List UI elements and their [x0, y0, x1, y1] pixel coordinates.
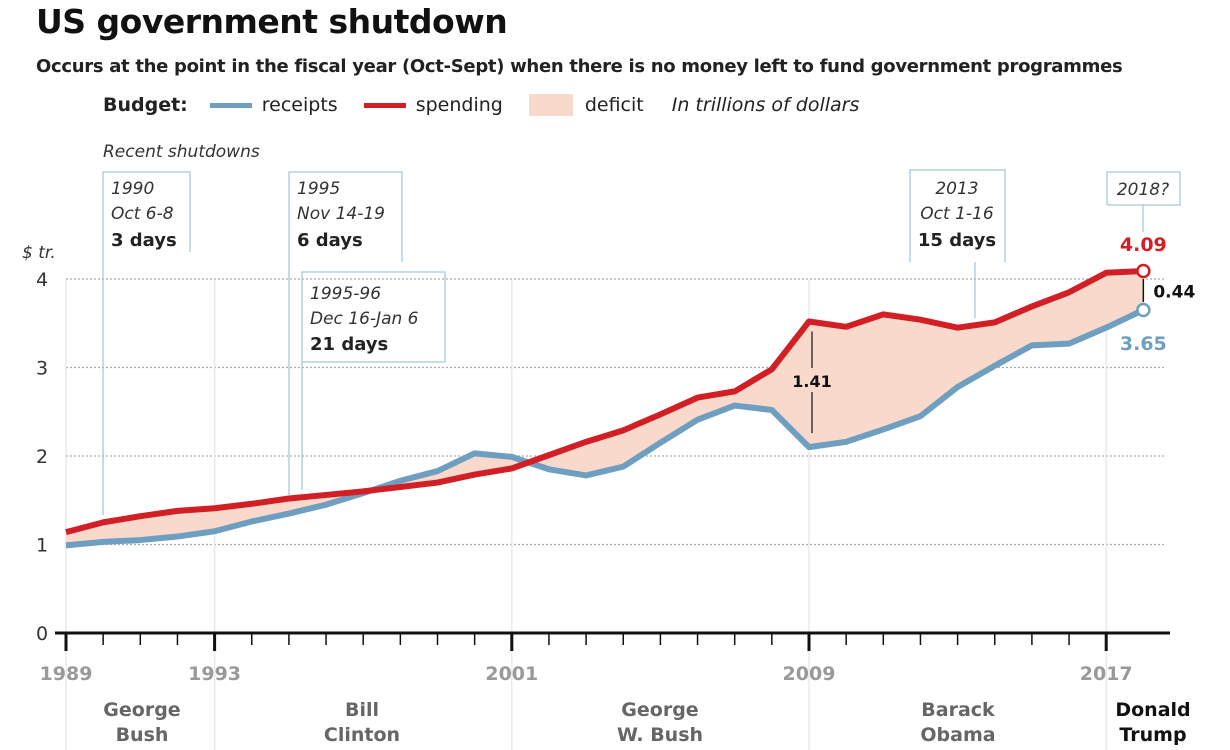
spending-2018-label: 4.09 [1120, 234, 1167, 256]
legend: Budget: receipts spending deficit In tri… [103, 94, 859, 116]
y-tick-label: 2 [36, 446, 48, 468]
shutdown-1990-duration: 3 days [111, 230, 177, 251]
x-tick-label: 1989 [40, 663, 93, 685]
legend-spending-swatch [363, 102, 406, 108]
shutdown-1990-year: 1990 [111, 179, 154, 199]
y-ticks: 0 1 2 3 4 [36, 269, 48, 645]
spending-end-marker [1136, 263, 1151, 279]
y-tick-label: 3 [36, 358, 48, 380]
legend-deficit-swatch [528, 94, 573, 116]
president-wbush-2: W. Bush [617, 724, 703, 746]
y-axis-label: $ tr. [22, 243, 56, 263]
legend-deficit: deficit [584, 94, 644, 116]
president-wbush-1: George [621, 699, 698, 721]
shutdown-1995-year: 1995 [297, 179, 340, 199]
deficit-2018-label: 0.44 [1153, 283, 1195, 303]
president-obama-2: Obama [920, 724, 995, 746]
shutdown-1995-96-duration: 21 days [310, 334, 388, 355]
shutdown-1995-dates: Nov 14-19 [297, 204, 385, 224]
receipts-end-marker [1136, 302, 1151, 318]
y-tick-label: 1 [36, 535, 48, 557]
chart-title: US government shutdown [36, 2, 508, 41]
president-trump-2: Trump [1119, 724, 1186, 746]
president-clinton-1: Bill [345, 699, 379, 721]
x-tick-label: 2001 [485, 663, 538, 685]
y-tick-label: 4 [36, 269, 48, 291]
x-ticks: 1989 1993 2001 2009 2017 [40, 633, 1133, 685]
deficit-area [66, 271, 1144, 546]
receipts-line [65, 307, 1145, 549]
shutdown-2013 [909, 169, 1006, 318]
deficit-2009-label: 1.41 [792, 372, 831, 391]
president-bush-1: George [103, 699, 180, 721]
shutdown-1995-duration: 6 days [297, 230, 363, 251]
presidents: George Bush Bill Clinton George W. Bush … [103, 699, 1190, 746]
shutdown-1995-96 [301, 271, 446, 490]
shutdown-2013-year: 2013 [935, 179, 978, 199]
president-clinton-2: Clinton [324, 724, 400, 746]
shutdown-1995 [288, 171, 403, 495]
shutdown-2013-dates: Oct 1-16 [920, 204, 994, 224]
receipts-2018-label: 3.65 [1120, 333, 1167, 355]
unit-note: In trillions of dollars [671, 94, 860, 116]
shutdown-1995-96-year: 1995-96 [310, 284, 381, 304]
shutdown-2013-duration: 15 days [918, 230, 996, 251]
legend-label: Budget: [103, 94, 188, 116]
spending-line [65, 268, 1144, 536]
x-tick-label: 2009 [783, 663, 836, 685]
legend-receipts-swatch [209, 102, 252, 108]
legend-spending: spending [415, 94, 503, 116]
shutdown-2018-year: 2018? [1117, 180, 1169, 200]
shutdown-1995-96-dates: Dec 16-Jan 6 [310, 309, 419, 329]
deficit-2009-label-bg [797, 368, 827, 392]
data-points [1136, 263, 1151, 318]
shutdown-2018 [1106, 171, 1181, 232]
y-tick-label: 0 [36, 623, 48, 645]
chart-subtitle: Occurs at the point in the fiscal year (… [36, 56, 1123, 77]
legend-receipts: receipts [261, 94, 338, 116]
x-tick-label: 2017 [1080, 663, 1133, 685]
annotations: 4.09 3.65 1.41 0.44 [792, 234, 1195, 434]
shutdown-1990-dates: Oct 6-8 [111, 204, 174, 224]
x-tick-label: 1993 [188, 663, 241, 685]
president-trump-1: Donald [1115, 699, 1190, 721]
president-bush-2: Bush [116, 724, 169, 746]
shutdown-1990 [102, 171, 191, 515]
shutdowns-heading: Recent shutdowns [103, 142, 260, 162]
president-obama-1: Barack [921, 699, 995, 721]
